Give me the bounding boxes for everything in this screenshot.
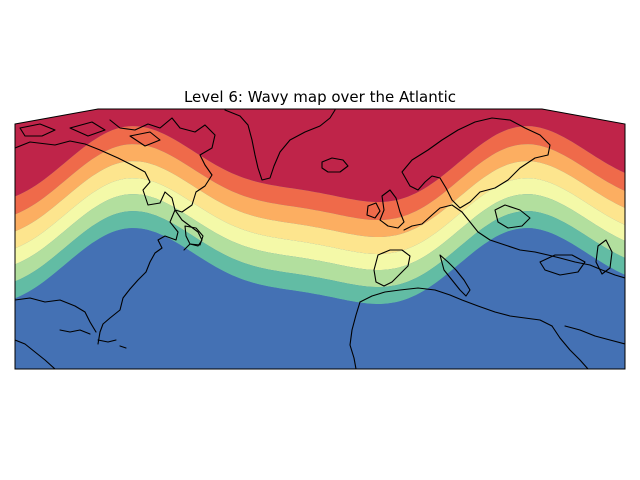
contour-band-6 <box>15 194 625 287</box>
europe-west-coast <box>403 204 625 279</box>
contour-band-5 <box>15 178 625 270</box>
greenland-coast <box>224 109 336 181</box>
italy-coast <box>439 254 471 297</box>
hudson-bay-coast <box>109 117 216 213</box>
caspian-coast <box>595 239 613 275</box>
scandinavia-coast <box>401 117 551 209</box>
contour-band-1 <box>15 109 625 202</box>
caribbean-islands <box>59 329 127 349</box>
iceland-coast <box>321 157 349 173</box>
gulf-coast <box>15 297 97 333</box>
iberia-coast <box>373 249 411 287</box>
map-title: Level 6: Wavy map over the Atlantic <box>184 88 456 106</box>
contour-bands <box>15 109 625 369</box>
coastlines <box>15 109 625 369</box>
great-britain-coast <box>379 189 405 229</box>
arabia-coast <box>564 325 625 345</box>
baltic-sea-coast <box>494 204 531 229</box>
black-sea-coast <box>539 254 586 276</box>
newfoundland-coast <box>184 225 204 246</box>
africa-north-coast <box>359 287 553 327</box>
arctic-islands <box>19 121 161 147</box>
contour-band-4 <box>15 161 625 254</box>
ireland-coast <box>366 202 381 219</box>
north-america-coast <box>15 140 179 345</box>
contour-band-3 <box>15 144 625 237</box>
map-frame <box>14 108 626 370</box>
contour-band-2 <box>15 126 625 220</box>
contour-band-7 <box>15 211 625 304</box>
map-area <box>15 109 625 369</box>
contour-band-8 <box>15 228 625 369</box>
central-america-coast <box>15 339 56 369</box>
africa-west-coast <box>349 301 361 369</box>
red-sea-coast <box>551 325 589 369</box>
